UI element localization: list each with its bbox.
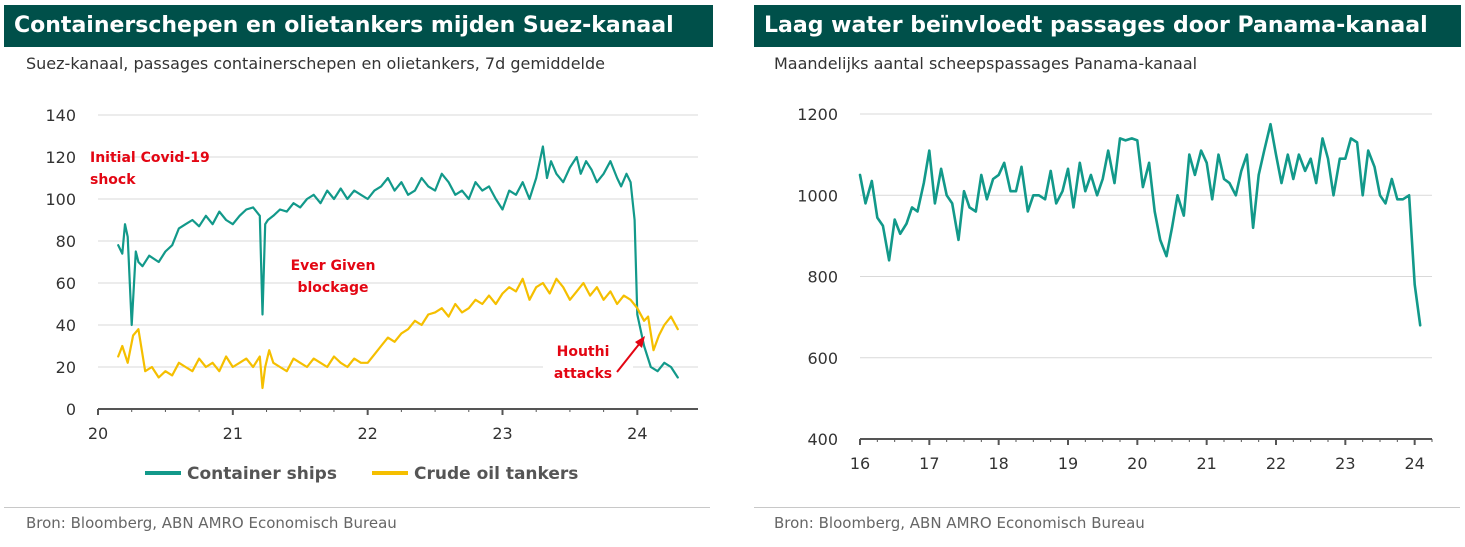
panama-chart-title: Laag water beïnvloedt passages door Pana… [754,5,1461,47]
y-tick-label: 1200 [797,105,838,124]
y-tick-label: 0 [66,400,76,419]
annotation-arrow [616,342,641,373]
x-tick-label: 24 [1404,454,1424,473]
annotation-text: Houthi [557,344,610,360]
panama-panel: Laag water beïnvloedt passages door Pana… [752,0,1465,547]
annotation-backdrop [543,326,633,406]
y-tick-label: 800 [807,268,838,287]
suez-legend: Container ships Crude oil tankers [145,464,578,484]
suez-source: Bron: Bloomberg, ABN AMRO Economisch Bur… [26,514,397,532]
series-line-passages [858,122,1422,327]
suez-source-divider [4,507,710,508]
x-tick-label: 21 [1196,454,1216,473]
y-tick-label: 80 [56,232,76,251]
y-tick-label: 100 [45,190,76,209]
y-tick-label: 1000 [797,186,838,205]
y-tick-label: 140 [45,106,76,125]
x-tick-label: 23 [492,424,512,443]
panama-source-divider [754,507,1460,508]
annotation-text: attacks [554,366,612,382]
y-tick-label: 120 [45,148,76,167]
legend-label: Crude oil tankers [414,464,578,484]
panama-chart: 400 600 800 1000 1200 16 17 18 19 20 21 22 23 24 [797,105,1433,473]
x-tick-label: 21 [223,424,243,443]
annotation-text: blockage [297,280,368,296]
annotation-arrowhead [635,336,645,348]
x-tick-label: 20 [1127,454,1147,473]
y-tick-label: 20 [56,358,76,377]
y-tick-label: 40 [56,316,76,335]
annotation-text: Initial Covid-19 [90,150,210,166]
series-line-crude-oil-tankers [117,277,679,390]
y-tick-label: 400 [807,430,838,449]
suez-panel: Containerschepen en olietankers mijden S… [0,0,720,547]
x-tick-label: 17 [919,454,939,473]
suez-chart: 0 20 40 60 80 100 120 140 20 21 22 23 24 Container sh… [45,106,698,484]
panama-source: Bron: Bloomberg, ABN AMRO Economisch Bur… [774,514,1145,532]
panama-chart-subtitle: Maandelijks aantal scheepspassages Panam… [774,54,1198,73]
annotation-text: shock [90,172,136,188]
x-tick-label: 22 [357,424,377,443]
x-tick-label: 22 [1266,454,1286,473]
series-line-container-ships [117,145,679,379]
x-tick-label: 24 [627,424,647,443]
legend-label: Container ships [187,464,337,484]
y-tick-label: 600 [807,349,838,368]
x-tick-label: 19 [1058,454,1078,473]
suez-chart-title: Containerschepen en olietankers mijden S… [4,5,713,47]
y-tick-label: 60 [56,274,76,293]
x-tick-label: 23 [1335,454,1355,473]
suez-chart-subtitle: Suez-kanaal, passages containerschepen e… [26,54,605,73]
x-tick-label: 20 [88,424,108,443]
annotation-text: Ever Given [291,258,376,274]
x-tick-label: 16 [850,454,870,473]
x-tick-label: 18 [988,454,1008,473]
